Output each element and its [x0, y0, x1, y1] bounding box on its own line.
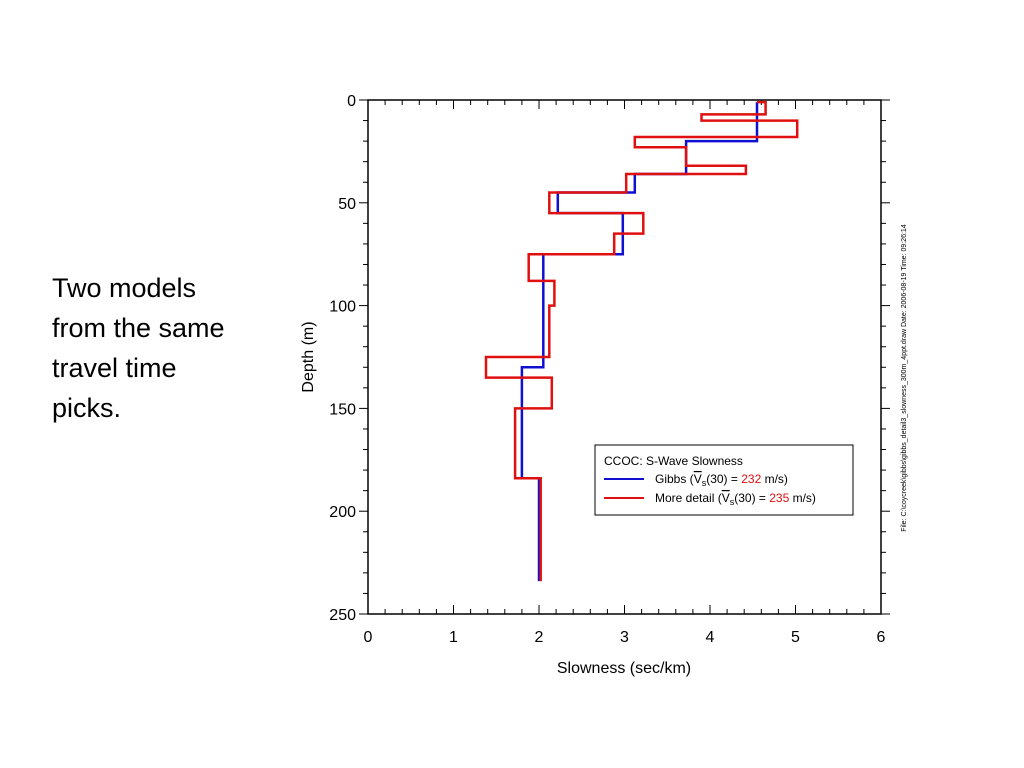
- x-tick-label: 4: [706, 629, 715, 646]
- legend-entry-gibbs-sub: s: [702, 478, 707, 488]
- plot-frame: [367, 99, 882, 615]
- legend-entry-more-detail-sub: s: [730, 497, 735, 507]
- file-info-note: File: C:\coycreek\gibbs\gibbs_detail3_sl…: [901, 224, 908, 532]
- caption-line-2: from the same: [52, 313, 225, 343]
- legend-entry-more-detail-suffix: m/s): [789, 491, 816, 505]
- y-tick-label: 200: [329, 504, 356, 521]
- caption-line-1: Two models: [52, 273, 197, 303]
- y-axis-title: Depth (m): [300, 321, 317, 392]
- y-tick-label: 150: [329, 401, 356, 418]
- legend-entry-gibbs-prefix: Gibbs (: [655, 472, 694, 486]
- legend-entry-gibbs-vs: V: [694, 472, 702, 486]
- caption-line-4: picks.: [52, 393, 122, 423]
- legend-entry-gibbs-mid: (30) =: [706, 472, 741, 486]
- x-tick-label: 0: [364, 629, 373, 646]
- x-tick-label: 5: [791, 629, 800, 646]
- legend-entry-more-detail-value: 235: [769, 491, 789, 505]
- legend-entry-more-detail: More detail (Vs(30) = 235 m/s): [655, 491, 816, 507]
- caption-line-3: travel time: [52, 353, 177, 383]
- x-tick-label: 1: [449, 629, 458, 646]
- y-tick-label: 100: [329, 299, 356, 316]
- legend: CCOC: S-Wave Slowness Gibbs (Vs(30) = 23…: [594, 444, 854, 516]
- legend-entry-more-detail-vs: V: [722, 491, 730, 505]
- series-lines: [484, 100, 799, 582]
- series-line-more-detail: [484, 100, 799, 582]
- y-tick-label: 50: [338, 196, 356, 213]
- axis-ticks: [359, 99, 890, 615]
- legend-title: CCOC: S-Wave Slowness: [604, 454, 743, 468]
- legend-entry-gibbs: Gibbs (Vs(30) = 232 m/s): [655, 472, 788, 488]
- axis-tick-labels: 0 1 2 3 4 5 6 0 50 100 150 200 250: [329, 93, 885, 646]
- x-axis-title: Slowness (sec/km): [557, 660, 691, 677]
- slide-caption: Two models from the same travel time pic…: [52, 268, 292, 428]
- x-tick-label: 6: [877, 629, 886, 646]
- x-tick-label: 3: [620, 629, 629, 646]
- y-tick-label: 0: [347, 93, 356, 110]
- legend-entry-more-detail-mid: (30) =: [734, 491, 769, 505]
- y-tick-label: 250: [329, 607, 356, 624]
- legend-entry-gibbs-suffix: m/s): [761, 472, 788, 486]
- x-tick-label: 2: [535, 629, 544, 646]
- legend-entry-gibbs-value: 232: [741, 472, 761, 486]
- legend-entry-more-detail-prefix: More detail (: [655, 491, 722, 505]
